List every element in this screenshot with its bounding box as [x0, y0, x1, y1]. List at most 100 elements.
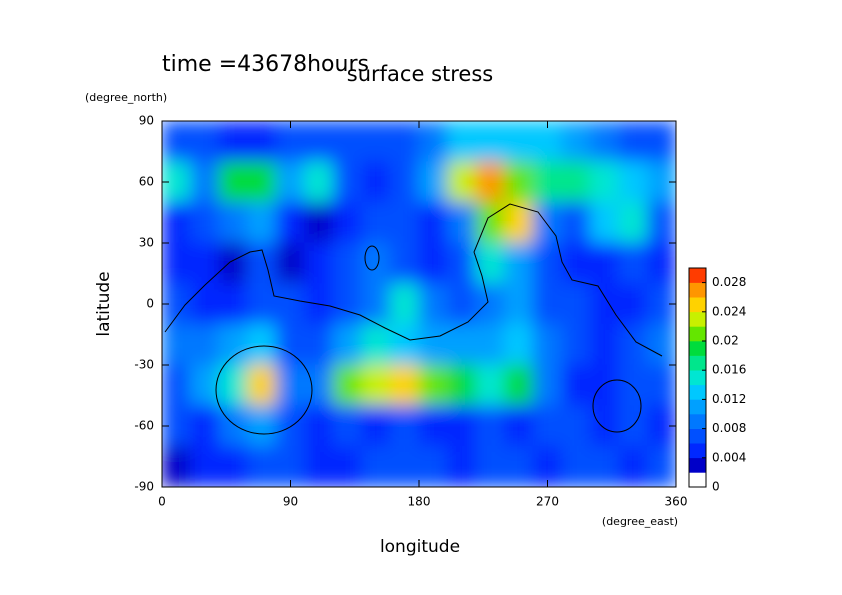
field-cell [504, 283, 534, 325]
field-cell [304, 121, 334, 163]
field-cell [447, 242, 477, 285]
field-cell [618, 121, 648, 163]
y-tick-label: 60 [139, 175, 154, 189]
field-cell [561, 445, 591, 487]
field-cell [475, 445, 506, 487]
field-cell [361, 161, 391, 203]
colorbar-band [689, 399, 706, 415]
field-cell [218, 364, 249, 407]
field-cell [389, 242, 420, 285]
field-cell [162, 445, 192, 487]
x-tick-label: 90 [283, 495, 298, 509]
colorbar-band [689, 428, 706, 444]
field-cell [389, 445, 420, 487]
field-cell [646, 323, 676, 366]
field-cell [532, 201, 563, 244]
field-cell [190, 405, 220, 447]
field-cell [332, 445, 363, 487]
field-cell [589, 161, 620, 203]
field-cell [218, 405, 249, 447]
field-cell [275, 242, 306, 285]
field-cell [475, 283, 506, 325]
field-cell [275, 364, 306, 407]
field-cell [646, 201, 676, 244]
coastline [592, 379, 642, 433]
field-cell [218, 242, 249, 285]
x-tick-label: 0 [158, 495, 166, 509]
field-cell [332, 323, 363, 366]
field-cell [275, 161, 306, 203]
field-cell [532, 242, 563, 285]
field-cell [589, 323, 620, 366]
field-cell [504, 201, 534, 244]
x-tick-label: 360 [665, 495, 688, 509]
y-tick-label: -60 [134, 419, 154, 433]
chart-title: surface stress [347, 62, 493, 86]
field-cell [504, 161, 534, 203]
y-tick-label: 90 [139, 114, 154, 128]
field-cell [589, 405, 620, 447]
field-cell [304, 201, 334, 244]
x-unit: (degree_east) [602, 515, 678, 528]
field-cell [190, 323, 220, 366]
field-cell [218, 283, 249, 325]
coastline [215, 345, 313, 435]
field-cell [218, 161, 249, 203]
field-cell [504, 121, 534, 163]
field-cell [618, 161, 648, 203]
subtitle: time =43678hours [162, 52, 369, 77]
field-cell [332, 121, 363, 163]
field-cell [618, 283, 648, 325]
coastlines [164, 203, 663, 435]
field-cell [361, 445, 391, 487]
colorbar-band [689, 341, 706, 356]
field-cell [275, 283, 306, 325]
colorbar-band [689, 384, 706, 400]
field-cell [418, 323, 449, 366]
field-cell [418, 445, 449, 487]
field-cell [332, 242, 363, 285]
field-cell [389, 201, 420, 244]
field-cell [447, 121, 477, 163]
field-cells [162, 121, 676, 487]
x-axis-label: longitude [380, 537, 460, 557]
field-cell [190, 121, 220, 163]
field-cell [389, 121, 420, 163]
field-cell [589, 242, 620, 285]
colorbar-band [689, 311, 706, 327]
colorbar-band [689, 370, 706, 386]
y-tick-label: -30 [134, 358, 154, 372]
field-cell [589, 445, 620, 487]
colorbar-tick-label: 0.02 [712, 334, 739, 348]
colorbar-tick-label: 0.016 [712, 363, 746, 377]
field-cell [532, 323, 563, 366]
field-cell [532, 161, 563, 203]
colorbar-band [689, 268, 706, 283]
field-cell [561, 364, 591, 407]
y-tick-label: 30 [139, 236, 154, 250]
field-cell [162, 121, 192, 163]
field-cell [218, 201, 249, 244]
field-cell [561, 323, 591, 366]
field-cell [418, 283, 449, 325]
field-cell [275, 201, 306, 244]
coastline [364, 245, 380, 271]
field-cell [475, 405, 506, 447]
field-cell [418, 161, 449, 203]
field-cell [561, 242, 591, 285]
field-cell [162, 242, 192, 285]
field-cell [418, 405, 449, 447]
field-cell [304, 364, 334, 407]
field-cell [589, 283, 620, 325]
field-cell [361, 242, 391, 285]
field-cell [418, 242, 449, 285]
field-cell [332, 161, 363, 203]
y-tick-label: -90 [134, 480, 154, 494]
field-cell [418, 121, 449, 163]
field-cell [447, 283, 477, 325]
field-cell [418, 364, 449, 407]
field-cell [304, 323, 334, 366]
field-cell [304, 161, 334, 203]
field-cell [162, 364, 192, 407]
